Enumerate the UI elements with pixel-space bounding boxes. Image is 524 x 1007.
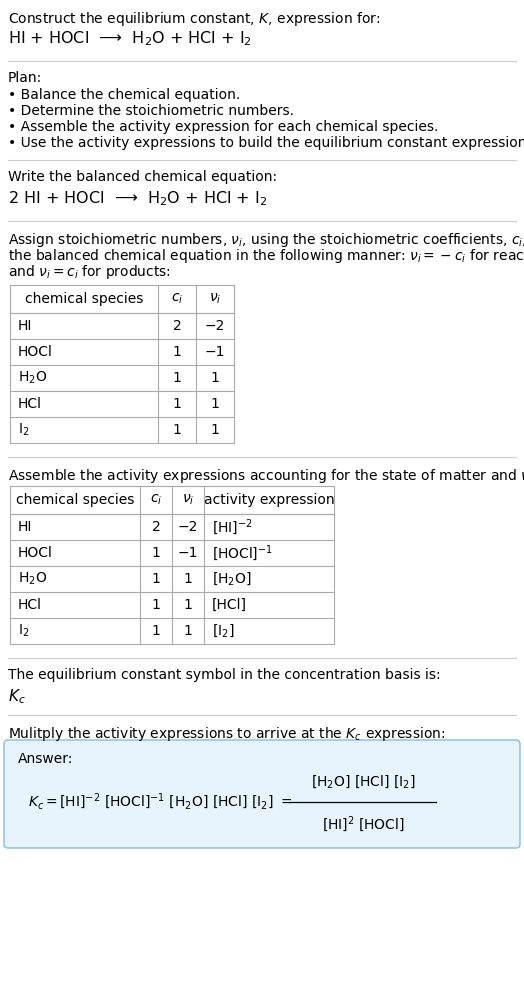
Text: chemical species: chemical species [16, 493, 134, 507]
Text: Construct the equilibrium constant, $K$, expression for:: Construct the equilibrium constant, $K$,… [8, 10, 380, 28]
Text: HOCl: HOCl [18, 546, 53, 560]
Text: 1: 1 [172, 397, 181, 411]
Text: the balanced chemical equation in the following manner: $\nu_i = -c_i$ for react: the balanced chemical equation in the fo… [8, 247, 524, 265]
Text: 2 HI + HOCl  ⟶  H$_2$O + HCl + I$_2$: 2 HI + HOCl ⟶ H$_2$O + HCl + I$_2$ [8, 189, 267, 207]
Text: • Balance the chemical equation.: • Balance the chemical equation. [8, 88, 240, 102]
Text: $\mathrm{[HI]^2\ [HOCl]}$: $\mathrm{[HI]^2\ [HOCl]}$ [322, 814, 404, 834]
Text: HI: HI [18, 319, 32, 333]
Text: −2: −2 [205, 319, 225, 333]
Text: HCl: HCl [18, 397, 42, 411]
Text: [H$_2$O]: [H$_2$O] [212, 571, 252, 587]
Text: 2: 2 [172, 319, 181, 333]
Text: I$_2$: I$_2$ [18, 422, 29, 438]
Text: 1: 1 [172, 371, 181, 385]
Text: 1: 1 [211, 371, 220, 385]
Text: $\nu_i$: $\nu_i$ [182, 492, 194, 508]
Text: 1: 1 [183, 572, 192, 586]
Text: H$_2$O: H$_2$O [18, 370, 47, 387]
Text: [I$_2$]: [I$_2$] [212, 622, 235, 639]
Text: The equilibrium constant symbol in the concentration basis is:: The equilibrium constant symbol in the c… [8, 668, 441, 682]
Text: HI: HI [18, 520, 32, 534]
Text: Write the balanced chemical equation:: Write the balanced chemical equation: [8, 170, 277, 184]
Text: 1: 1 [172, 423, 181, 437]
Text: Assign stoichiometric numbers, $\nu_i$, using the stoichiometric coefficients, $: Assign stoichiometric numbers, $\nu_i$, … [8, 231, 524, 249]
Text: [HCl]: [HCl] [212, 598, 247, 612]
Text: $c_i$: $c_i$ [150, 492, 162, 508]
Text: • Determine the stoichiometric numbers.: • Determine the stoichiometric numbers. [8, 104, 294, 118]
Text: Mulitply the activity expressions to arrive at the $K_c$ expression:: Mulitply the activity expressions to arr… [8, 725, 445, 743]
Text: 1: 1 [151, 572, 160, 586]
Text: HI + HOCl  ⟶  H$_2$O + HCl + I$_2$: HI + HOCl ⟶ H$_2$O + HCl + I$_2$ [8, 29, 252, 47]
Text: $K_c$: $K_c$ [8, 687, 26, 706]
Text: −2: −2 [178, 520, 198, 534]
Text: Answer:: Answer: [18, 752, 73, 766]
Text: $\nu_i$: $\nu_i$ [209, 292, 221, 306]
Text: I$_2$: I$_2$ [18, 622, 29, 639]
Text: 1: 1 [151, 546, 160, 560]
Text: −1: −1 [205, 345, 225, 359]
Text: $\mathrm{[H_2O]\ [HCl]\ [I_2]}$: $\mathrm{[H_2O]\ [HCl]\ [I_2]}$ [311, 773, 416, 790]
Text: HCl: HCl [18, 598, 42, 612]
Text: • Assemble the activity expression for each chemical species.: • Assemble the activity expression for e… [8, 120, 439, 134]
Text: 1: 1 [183, 598, 192, 612]
Text: [HOCl]$^{-1}$: [HOCl]$^{-1}$ [212, 543, 273, 563]
Text: [HI]$^{-2}$: [HI]$^{-2}$ [212, 517, 253, 537]
Text: 1: 1 [211, 423, 220, 437]
Text: $K_c = \mathrm{[HI]^{-2}\ [HOCl]^{-1}\ [H_2O]\ [HCl]\ [I_2]}\ =$: $K_c = \mathrm{[HI]^{-2}\ [HOCl]^{-1}\ [… [28, 792, 292, 813]
Text: chemical species: chemical species [25, 292, 143, 306]
Text: 2: 2 [151, 520, 160, 534]
Text: and $\nu_i = c_i$ for products:: and $\nu_i = c_i$ for products: [8, 263, 171, 281]
Text: Assemble the activity expressions accounting for the state of matter and $\nu_i$: Assemble the activity expressions accoun… [8, 467, 524, 485]
Text: 1: 1 [151, 624, 160, 638]
Text: Plan:: Plan: [8, 71, 42, 85]
Text: 1: 1 [183, 624, 192, 638]
Text: H$_2$O: H$_2$O [18, 571, 47, 587]
Text: $c_i$: $c_i$ [171, 292, 183, 306]
Text: 1: 1 [151, 598, 160, 612]
Text: activity expression: activity expression [204, 493, 334, 507]
Text: −1: −1 [178, 546, 198, 560]
Text: HOCl: HOCl [18, 345, 53, 359]
Text: • Use the activity expressions to build the equilibrium constant expression.: • Use the activity expressions to build … [8, 136, 524, 150]
Text: 1: 1 [211, 397, 220, 411]
Text: 1: 1 [172, 345, 181, 359]
FancyBboxPatch shape [4, 740, 520, 848]
